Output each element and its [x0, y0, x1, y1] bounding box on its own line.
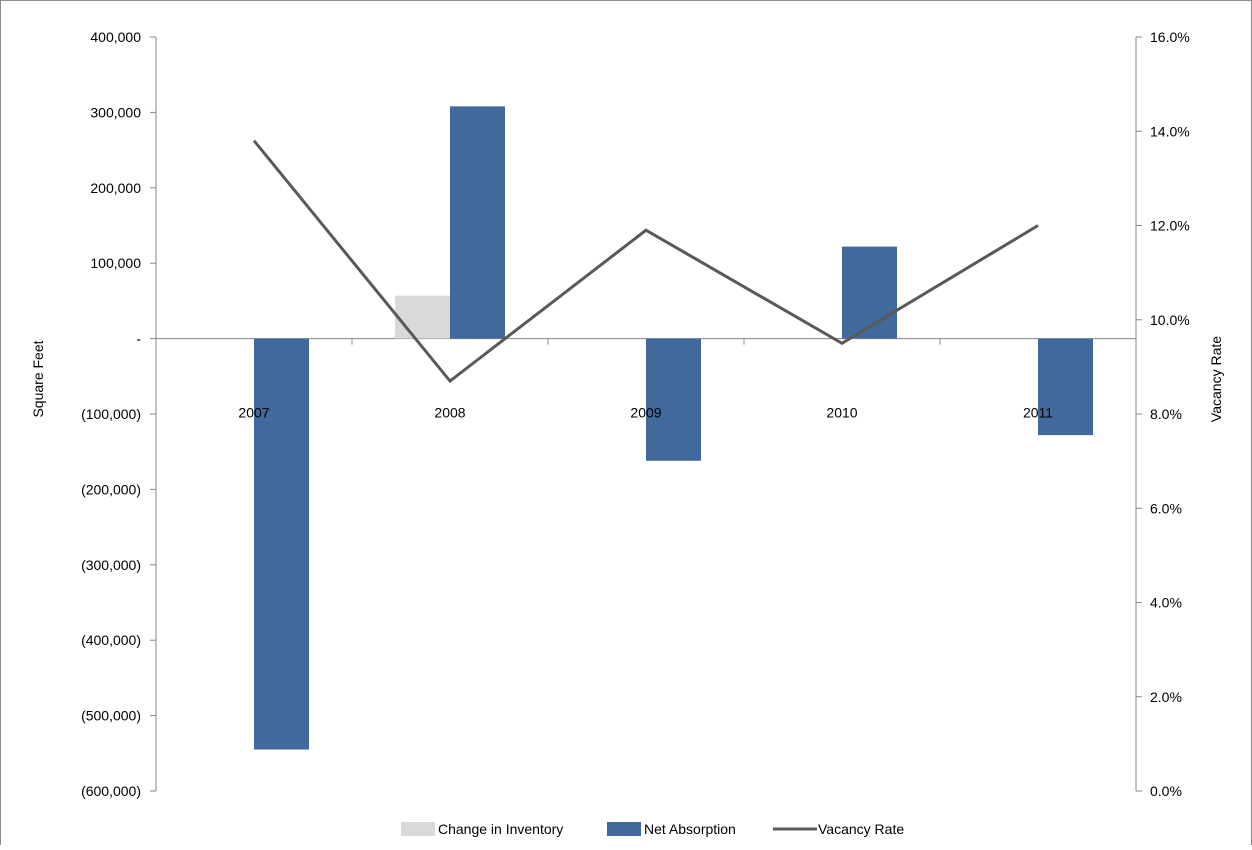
left-tick-label: 100,000	[90, 255, 141, 271]
labels-group: 400,000 300,000 200,000 100,000 - (100,000) (2…	[30, 29, 1224, 799]
legend-label-vacancy-rate: Vacancy Rate	[818, 821, 904, 837]
category-label: 2008	[434, 405, 465, 421]
right-tick-label: 8.0%	[1150, 406, 1182, 422]
y-axis-title: Square Feet	[30, 340, 46, 417]
category-label: 2011	[1023, 405, 1053, 421]
left-tick-label: (200,000)	[81, 481, 141, 497]
legend: Change in Inventory Net Absorption Vacancy…	[401, 821, 904, 837]
legend-label-change-in-inventory: Change in Inventory	[438, 821, 563, 837]
net-absorption-bar	[254, 339, 309, 750]
net-absorption-bar	[842, 247, 897, 339]
right-tick-label: 6.0%	[1150, 500, 1182, 516]
net-absorption-bar	[1038, 339, 1093, 436]
y2-axis-title: Vacancy Rate	[1208, 336, 1224, 422]
net-absorption-bar	[450, 106, 505, 338]
right-tick-label: 0.0%	[1150, 783, 1182, 799]
change-in-inventory-bar	[395, 296, 450, 339]
right-tick-label: 4.0%	[1150, 595, 1182, 611]
legend-swatch-change-in-inventory	[401, 822, 435, 836]
left-tick-label: (300,000)	[81, 557, 141, 573]
left-tick-label: (600,000)	[81, 783, 141, 799]
bars-group	[254, 106, 1093, 749]
left-tick-label: (400,000)	[81, 632, 141, 648]
net-absorption-bar	[646, 339, 701, 461]
right-tick-label: 14.0%	[1150, 123, 1190, 139]
category-label: 2007	[238, 405, 269, 421]
left-tick-label: 400,000	[90, 29, 141, 45]
right-tick-label: 2.0%	[1150, 689, 1182, 705]
left-tick-label: 300,000	[90, 104, 141, 120]
legend-swatch-net-absorption	[607, 822, 641, 836]
category-label: 2010	[826, 405, 857, 421]
category-label: 2009	[630, 405, 661, 421]
legend-label-net-absorption: Net Absorption	[644, 821, 736, 837]
right-tick-label: 10.0%	[1150, 312, 1190, 328]
right-tick-label: 12.0%	[1150, 218, 1190, 234]
right-tick-label: 16.0%	[1150, 29, 1190, 45]
left-tick-label: -	[136, 331, 141, 347]
left-tick-label: (100,000)	[81, 406, 141, 422]
left-tick-label: 200,000	[90, 180, 141, 196]
left-tick-label: (500,000)	[81, 708, 141, 724]
